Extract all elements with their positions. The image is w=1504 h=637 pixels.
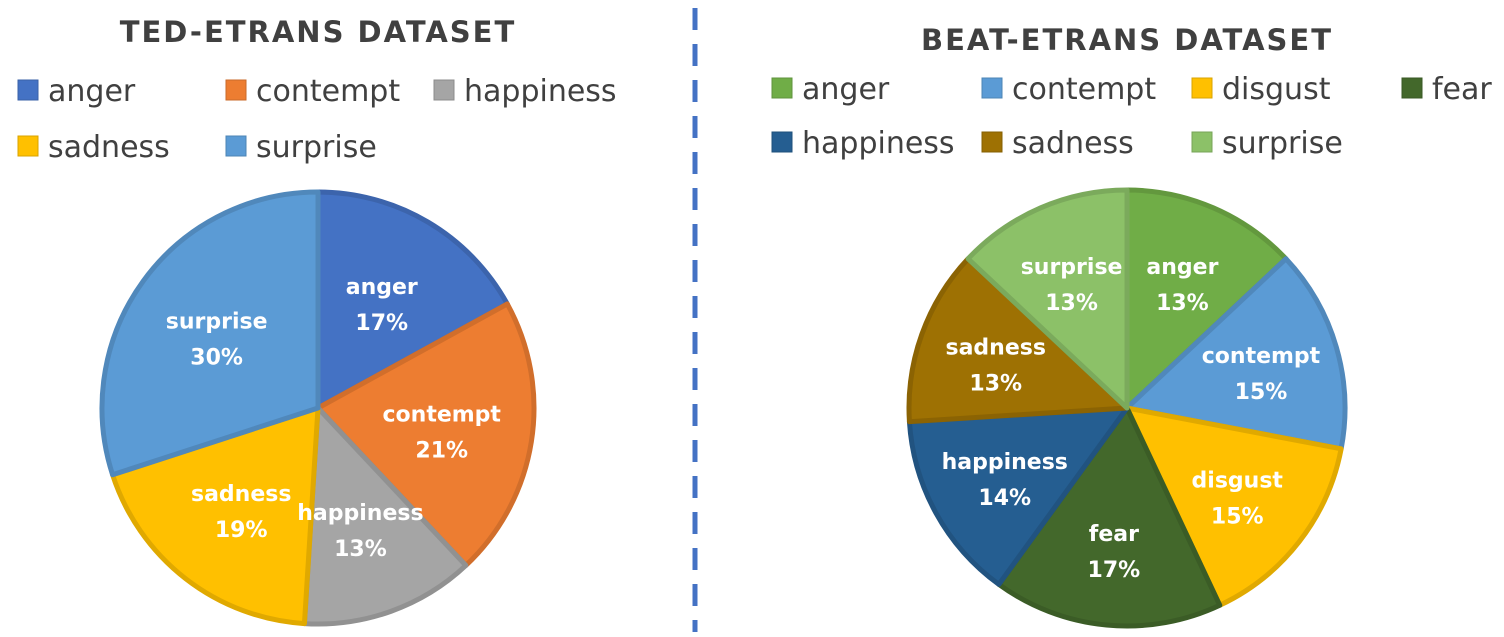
chart-beat-title: BEAT-ETRANS DATASET (921, 23, 1333, 57)
slice-label-sadness: sadness (945, 336, 1045, 361)
slice-label-surprise: surprise (1021, 255, 1123, 280)
pie-slice-happiness (301, 405, 469, 627)
legend-label-surprise: surprise (256, 130, 377, 165)
chart-beat-legend: anger contempt disgust fear happiness sadness… (771, 72, 1492, 161)
slice-value-anger: 17% (355, 311, 408, 336)
pie-slice-anger (315, 189, 510, 411)
pie-slice-happiness (906, 405, 1130, 587)
legend-item-contempt: contempt (981, 72, 1156, 107)
pie-slice-contempt (315, 301, 537, 568)
legend-swatch-anger (17, 79, 39, 101)
slice-label-happiness: happiness (942, 450, 1068, 475)
legend-swatch-surprise (225, 135, 247, 157)
slice-value-contempt: 15% (1235, 380, 1288, 405)
slice-value-happiness: 13% (334, 537, 387, 562)
legend-item-anger: anger (771, 72, 890, 107)
slice-value-surprise: 13% (1045, 291, 1098, 316)
legend-item-happiness: happiness (433, 74, 617, 109)
slice-label-contempt: contempt (1202, 344, 1321, 369)
legend-swatch-sadness (17, 135, 39, 157)
legend-swatch-happiness (433, 79, 455, 101)
legend-label-happiness: happiness (802, 126, 955, 161)
slice-value-disgust: 15% (1211, 505, 1264, 530)
pie-slice-sadness (906, 256, 1130, 425)
slice-value-fear: 17% (1088, 558, 1141, 583)
slice-label-surprise: surprise (166, 309, 268, 334)
chart-ted-title: TED-ETRANS DATASET (120, 15, 517, 49)
chart-ted-legend: anger contempt happiness sadness surprise (17, 74, 617, 165)
slice-label-fear: fear (1089, 522, 1139, 547)
pie-slice-fear (996, 405, 1223, 629)
legend-item-contempt: contempt (225, 74, 400, 109)
legend-label-surprise: surprise (1222, 126, 1343, 161)
pie-slice-surprise (99, 189, 321, 478)
legend-label-sadness: sadness (1012, 126, 1134, 161)
slice-label-disgust: disgust (1192, 469, 1284, 494)
pie-slice-disgust (1124, 405, 1344, 608)
slice-value-sadness: 19% (215, 518, 268, 543)
slice-label-contempt: contempt (383, 403, 502, 428)
slice-value-sadness: 13% (969, 372, 1022, 397)
legend-item-surprise: surprise (225, 130, 377, 165)
legend-label-fear: fear (1432, 72, 1492, 107)
legend-item-disgust: disgust (1191, 72, 1331, 107)
legend-swatch-contempt (225, 79, 247, 101)
legend-item-surprise: surprise (1191, 126, 1343, 161)
legend-label-disgust: disgust (1222, 72, 1331, 107)
slice-value-anger: 13% (1156, 291, 1209, 316)
chart-beat-pie: anger 13% contempt 15% disgust 15% fear 17% happ… (906, 187, 1348, 629)
pie-slice-anger (1124, 187, 1289, 411)
legend-label-contempt: contempt (256, 74, 400, 109)
legend-item-sadness: sadness (17, 130, 170, 165)
chart-beat: BEAT-ETRANS DATASET anger contempt disgust… (771, 23, 1492, 629)
legend-swatch-contempt (981, 77, 1003, 99)
chart-ted: TED-ETRANS DATASET anger contempt happines… (17, 15, 617, 627)
legend-label-anger: anger (48, 74, 136, 109)
legend-item-happiness: happiness (771, 126, 955, 161)
legend-swatch-disgust (1191, 77, 1213, 99)
chart-ted-pie: anger 17% contempt 21% happiness 13% sadness 19… (99, 189, 537, 627)
slice-value-happiness: 14% (978, 486, 1031, 511)
legend-swatch-sadness (981, 131, 1003, 153)
slice-label-sadness: sadness (191, 482, 291, 507)
slice-value-surprise: 30% (190, 345, 243, 370)
pie-slice-contempt (1124, 256, 1348, 452)
legend-item-sadness: sadness (981, 126, 1134, 161)
legend-label-contempt: contempt (1012, 72, 1156, 107)
pie-slice-surprise (965, 187, 1130, 411)
legend-item-fear: fear (1401, 72, 1492, 107)
legend-swatch-happiness (771, 131, 793, 153)
slice-value-contempt: 21% (415, 439, 468, 464)
legend-label-sadness: sadness (48, 130, 170, 165)
slice-label-anger: anger (1146, 255, 1218, 280)
legend-swatch-anger (771, 77, 793, 99)
legend-swatch-surprise (1191, 131, 1213, 153)
slice-label-anger: anger (346, 275, 418, 300)
legend-item-anger: anger (17, 74, 136, 109)
legend-label-anger: anger (802, 72, 890, 107)
pie-slice-sadness (110, 405, 321, 627)
legend-label-happiness: happiness (464, 74, 617, 109)
slice-label-happiness: happiness (297, 501, 423, 526)
legend-swatch-fear (1401, 77, 1423, 99)
